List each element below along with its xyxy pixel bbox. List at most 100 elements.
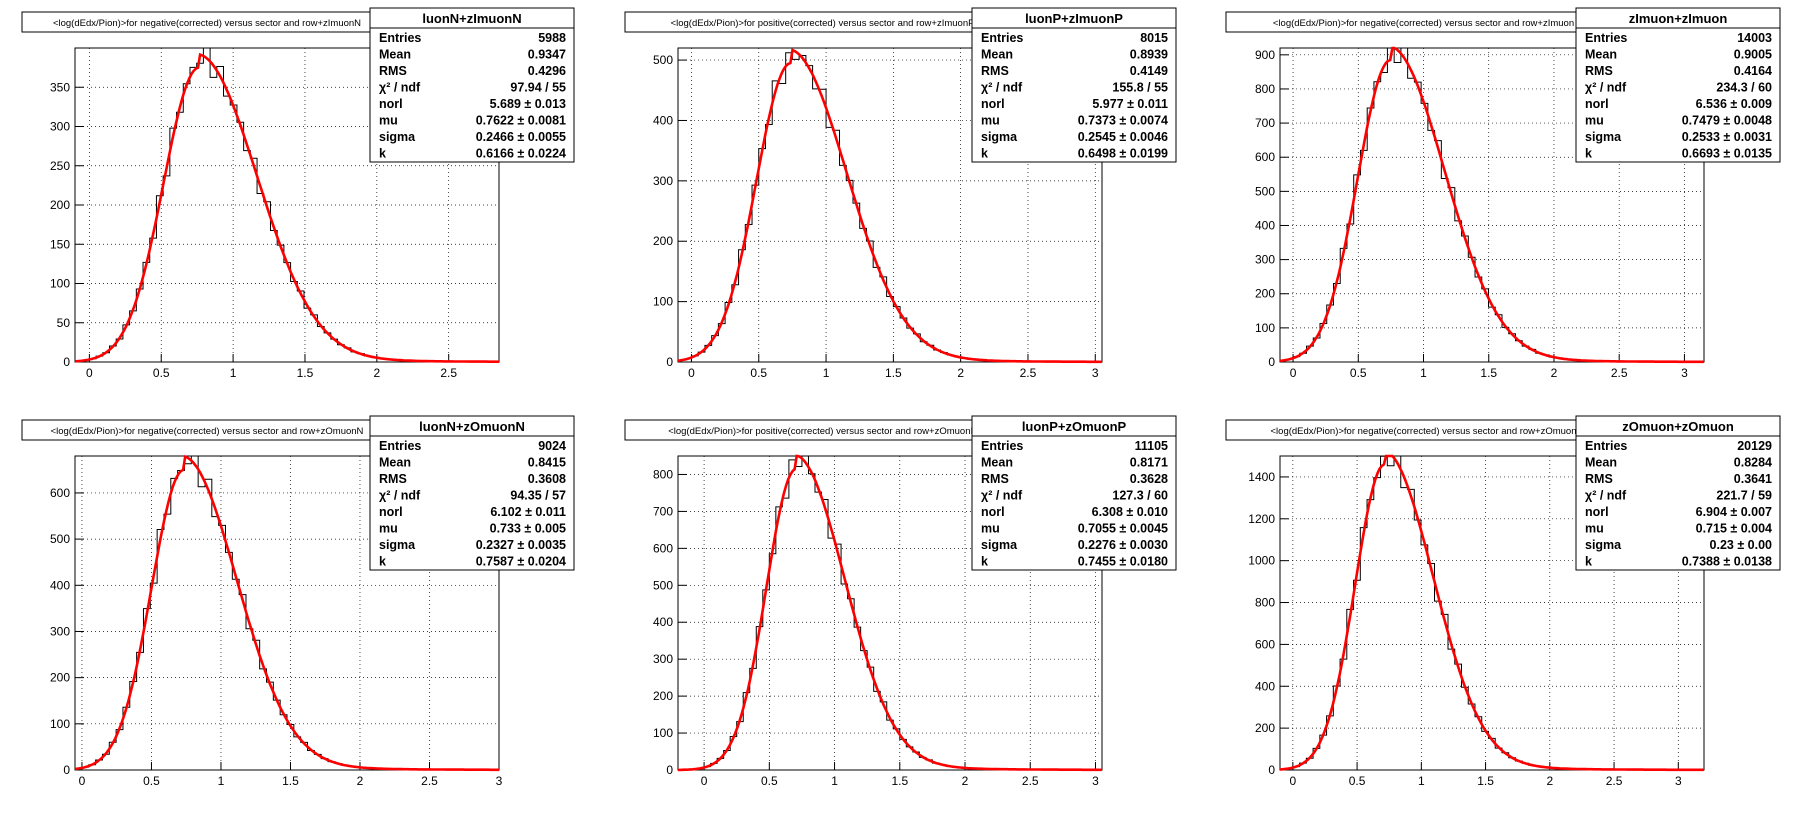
stats-label: RMS	[379, 472, 407, 486]
stats-label: sigma	[981, 538, 1018, 552]
chart-panel-3: 0 0.5 1 1.5 2 2.5 3 0 100 200 300 400 500 600 700 800 90…	[1225, 7, 1781, 380]
stats-label: χ² / ndf	[379, 489, 421, 503]
stats-value: 0.3628	[1130, 472, 1168, 486]
stats-label: Mean	[379, 456, 411, 470]
x-tick-label: 0.5	[1350, 366, 1367, 380]
fit-curve	[74, 52, 499, 363]
y-tick-label: 700	[653, 504, 673, 518]
x-tick-label: 3	[496, 774, 503, 788]
stats-value: 0.7479 ± 0.0048	[1682, 114, 1772, 128]
x-tick-label: 2.5	[1606, 774, 1623, 788]
stats-label: RMS	[1585, 64, 1613, 78]
y-tick-label: 600	[653, 541, 673, 555]
stats-label: χ² / ndf	[981, 81, 1023, 95]
y-tick-label: 400	[50, 578, 70, 592]
y-tick-label: 600	[1255, 637, 1275, 651]
stats-label: mu	[981, 114, 1000, 128]
y-tick-label: 700	[1255, 116, 1275, 130]
stats-label: sigma	[981, 130, 1018, 144]
stats-value: 0.8284	[1734, 456, 1772, 470]
x-tick-label: 0.5	[750, 366, 767, 380]
y-tick-label: 800	[1255, 596, 1275, 610]
chart-title: <log(dEdx/Pion)>for negative(corrected) …	[51, 426, 364, 437]
stats-value: 0.733 ± 0.005	[490, 522, 566, 536]
x-tick-label: 0	[1290, 774, 1297, 788]
chart-title: <log(dEdx/Pion)>for negative(corrected) …	[53, 18, 361, 29]
y-tick-label: 0	[666, 355, 673, 369]
stats-label: RMS	[1585, 472, 1613, 486]
y-tick-label: 0	[1268, 355, 1275, 369]
stats-name: luonN+zOmuonN	[419, 419, 525, 434]
stats-label: mu	[379, 114, 398, 128]
stats-value: 0.3641	[1734, 472, 1772, 486]
x-tick-label: 1	[823, 366, 830, 380]
y-tick-label: 600	[1255, 150, 1275, 164]
x-tick-label: 1	[218, 774, 225, 788]
stats-value: 0.3608	[528, 472, 566, 486]
stats-label: k	[981, 555, 988, 569]
y-tick-label: 1200	[1248, 512, 1275, 526]
stats-label: Mean	[1585, 456, 1617, 470]
stats-label: k	[981, 147, 988, 161]
y-tick-label: 200	[1255, 721, 1275, 735]
stats-name: luonN+zImuonN	[422, 11, 521, 26]
y-tick-label: 300	[50, 624, 70, 638]
stats-value: 0.7388 ± 0.0138	[1682, 555, 1772, 569]
chart-panel-5: 0 0.5 1 1.5 2 2.5 3 0 100 200 300 400 500 600 700 800 <l…	[624, 415, 1177, 788]
y-tick-label: 100	[50, 717, 70, 731]
stats-value: 155.8 / 55	[1112, 81, 1168, 95]
x-tick-label: 0	[688, 366, 695, 380]
stats-label: Entries	[379, 31, 421, 45]
stats-value: 0.2276 ± 0.0030	[1078, 538, 1168, 552]
y-tick-label: 900	[1255, 48, 1275, 62]
y-tick-label: 0	[63, 355, 70, 369]
x-tick-label: 1.5	[885, 366, 902, 380]
y-tick-label: 300	[653, 652, 673, 666]
y-tick-label: 800	[1255, 82, 1275, 96]
y-tick-label: 200	[1255, 287, 1275, 301]
stats-box	[369, 7, 575, 163]
chart-title: <log(dEdx/Pion)>for negative(corrected) …	[1271, 426, 1577, 437]
stats-value: 221.7 / 59	[1716, 489, 1772, 503]
x-tick-label: 2	[373, 366, 380, 380]
stats-value: 0.8939	[1130, 48, 1168, 62]
stats-value: 14003	[1737, 31, 1772, 45]
y-tick-label: 1000	[1248, 554, 1275, 568]
stats-value: 0.715 ± 0.004	[1696, 522, 1772, 536]
x-tick-label: 1.5	[1477, 774, 1494, 788]
stats-value: 0.23 ± 0.00	[1710, 538, 1773, 552]
chart-panel-4: 0 0.5 1 1.5 2 2.5 3 0 100 200 300 400 500 600 <log(dEd…	[21, 415, 575, 788]
stats-label: norl	[379, 97, 403, 111]
stats-value: 6.102 ± 0.011	[490, 505, 566, 519]
x-tick-label: 2.5	[1020, 366, 1037, 380]
stats-label: k	[1585, 147, 1592, 161]
stats-label: Entries	[1585, 31, 1627, 45]
stats-label: k	[379, 147, 386, 161]
stats-label: mu	[379, 522, 398, 536]
y-tick-label: 100	[653, 295, 673, 309]
chart-panel-6: 0 0.5 1 1.5 2 2.5 3 0 200 400 600 800 1000 1200 1400 <l…	[1225, 415, 1781, 788]
stats-label: Mean	[379, 48, 411, 62]
stats-box	[369, 415, 575, 571]
stats-name: luonP+zOmuonP	[1022, 419, 1127, 434]
stats-value: 0.7055 ± 0.0045	[1078, 522, 1168, 536]
stats-label: sigma	[379, 130, 416, 144]
stats-value: 0.2327 ± 0.0035	[476, 538, 566, 552]
stats-label: χ² / ndf	[981, 489, 1023, 503]
y-tick-label: 250	[50, 159, 70, 173]
stats-value: 0.4296	[528, 64, 566, 78]
stats-label: k	[1585, 555, 1592, 569]
y-tick-label: 0	[666, 763, 673, 777]
stats-value: 234.3 / 60	[1716, 81, 1772, 95]
stats-value: 0.7587 ± 0.0204	[476, 555, 566, 569]
stats-value: 8015	[1140, 31, 1168, 45]
fit-curve	[677, 48, 1102, 364]
stats-value: 0.7622 ± 0.0081	[476, 114, 566, 128]
x-tick-label: 0	[701, 774, 708, 788]
stats-label: Entries	[1585, 439, 1627, 453]
y-tick-label: 300	[1255, 253, 1275, 267]
x-tick-label: 2	[1551, 366, 1558, 380]
y-tick-label: 500	[653, 578, 673, 592]
y-tick-label: 200	[50, 198, 70, 212]
